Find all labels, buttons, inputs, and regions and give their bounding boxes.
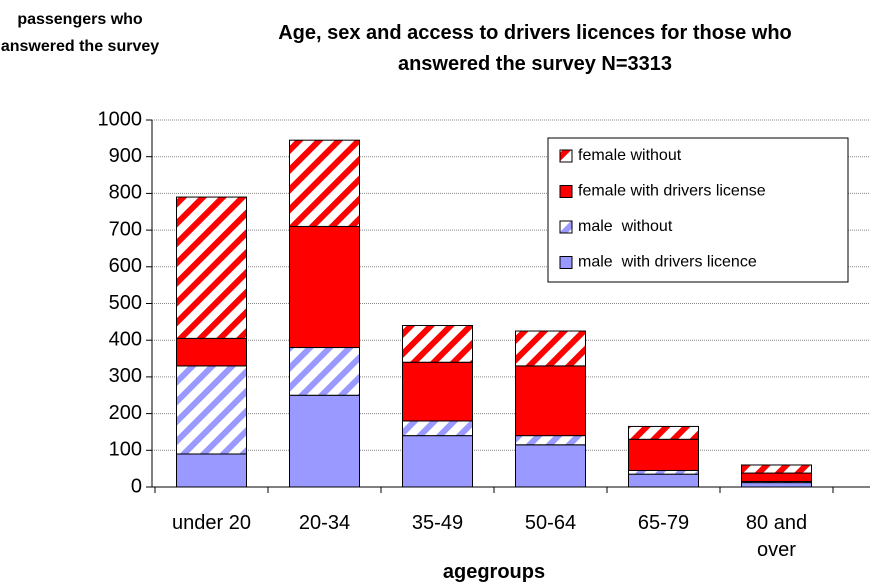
y-tick-label: 900 — [109, 145, 142, 167]
bar-segment — [628, 425, 699, 440]
y-tick-label: 400 — [109, 328, 142, 350]
bar-segment — [515, 435, 586, 446]
x-tick-label: 35-49 — [411, 512, 464, 534]
y-tick-label: 600 — [109, 255, 142, 277]
y-tick-label: 1000 — [98, 108, 143, 130]
bar-segment — [402, 361, 473, 422]
y-tick-label: 500 — [109, 292, 142, 314]
bar-segment — [289, 394, 360, 488]
bar-segment — [176, 365, 247, 455]
x-tick-label: 20-34 — [298, 512, 351, 534]
y-tick-label: 300 — [109, 365, 142, 387]
y-axis-label: passengers who answered the survey — [0, 11, 160, 55]
bar-segment — [628, 438, 699, 471]
bar-segment — [628, 469, 699, 475]
bar-segment — [176, 337, 247, 367]
bar-segment — [741, 464, 812, 474]
y-tick-label: 200 — [109, 402, 142, 424]
bar-segment — [289, 139, 360, 227]
y-tick-label: 0 — [131, 475, 142, 497]
legend-label: male without — [578, 218, 673, 235]
bar-segment — [402, 435, 473, 488]
legend-label: female with drivers license — [578, 183, 766, 200]
bar-segment — [289, 225, 360, 349]
legend-swatch — [559, 220, 573, 234]
x-tick-label: 80 and over — [745, 512, 808, 561]
bar-segment — [628, 473, 699, 488]
bar-segment — [176, 453, 247, 488]
bar-segment — [176, 196, 247, 339]
bar-segment — [741, 482, 812, 488]
legend-swatch — [559, 185, 573, 198]
x-tick-label: 65-79 — [637, 512, 690, 534]
bar-segment — [515, 365, 586, 437]
x-axis-label: agegroups — [442, 561, 546, 583]
bar-segment — [289, 347, 360, 396]
y-tick-label: 700 — [109, 218, 142, 240]
bar-segment — [515, 444, 586, 488]
legend-label: female without — [578, 147, 682, 164]
bar-segment — [402, 325, 473, 363]
bar-segment — [741, 472, 812, 482]
legend-swatch — [559, 256, 573, 269]
legend-label: male with drivers licence — [578, 254, 757, 271]
bar-segment — [402, 420, 473, 437]
chart-title: Age, sex and access to drivers licences … — [278, 22, 792, 75]
y-tick-label: 100 — [109, 439, 142, 461]
bar-segment — [515, 330, 586, 367]
x-tick-label: 50-64 — [524, 512, 577, 534]
legend-box — [547, 137, 849, 283]
x-tick-label: under 20 — [172, 512, 251, 534]
legend-swatch — [559, 149, 573, 163]
y-tick-label: 800 — [109, 182, 142, 204]
